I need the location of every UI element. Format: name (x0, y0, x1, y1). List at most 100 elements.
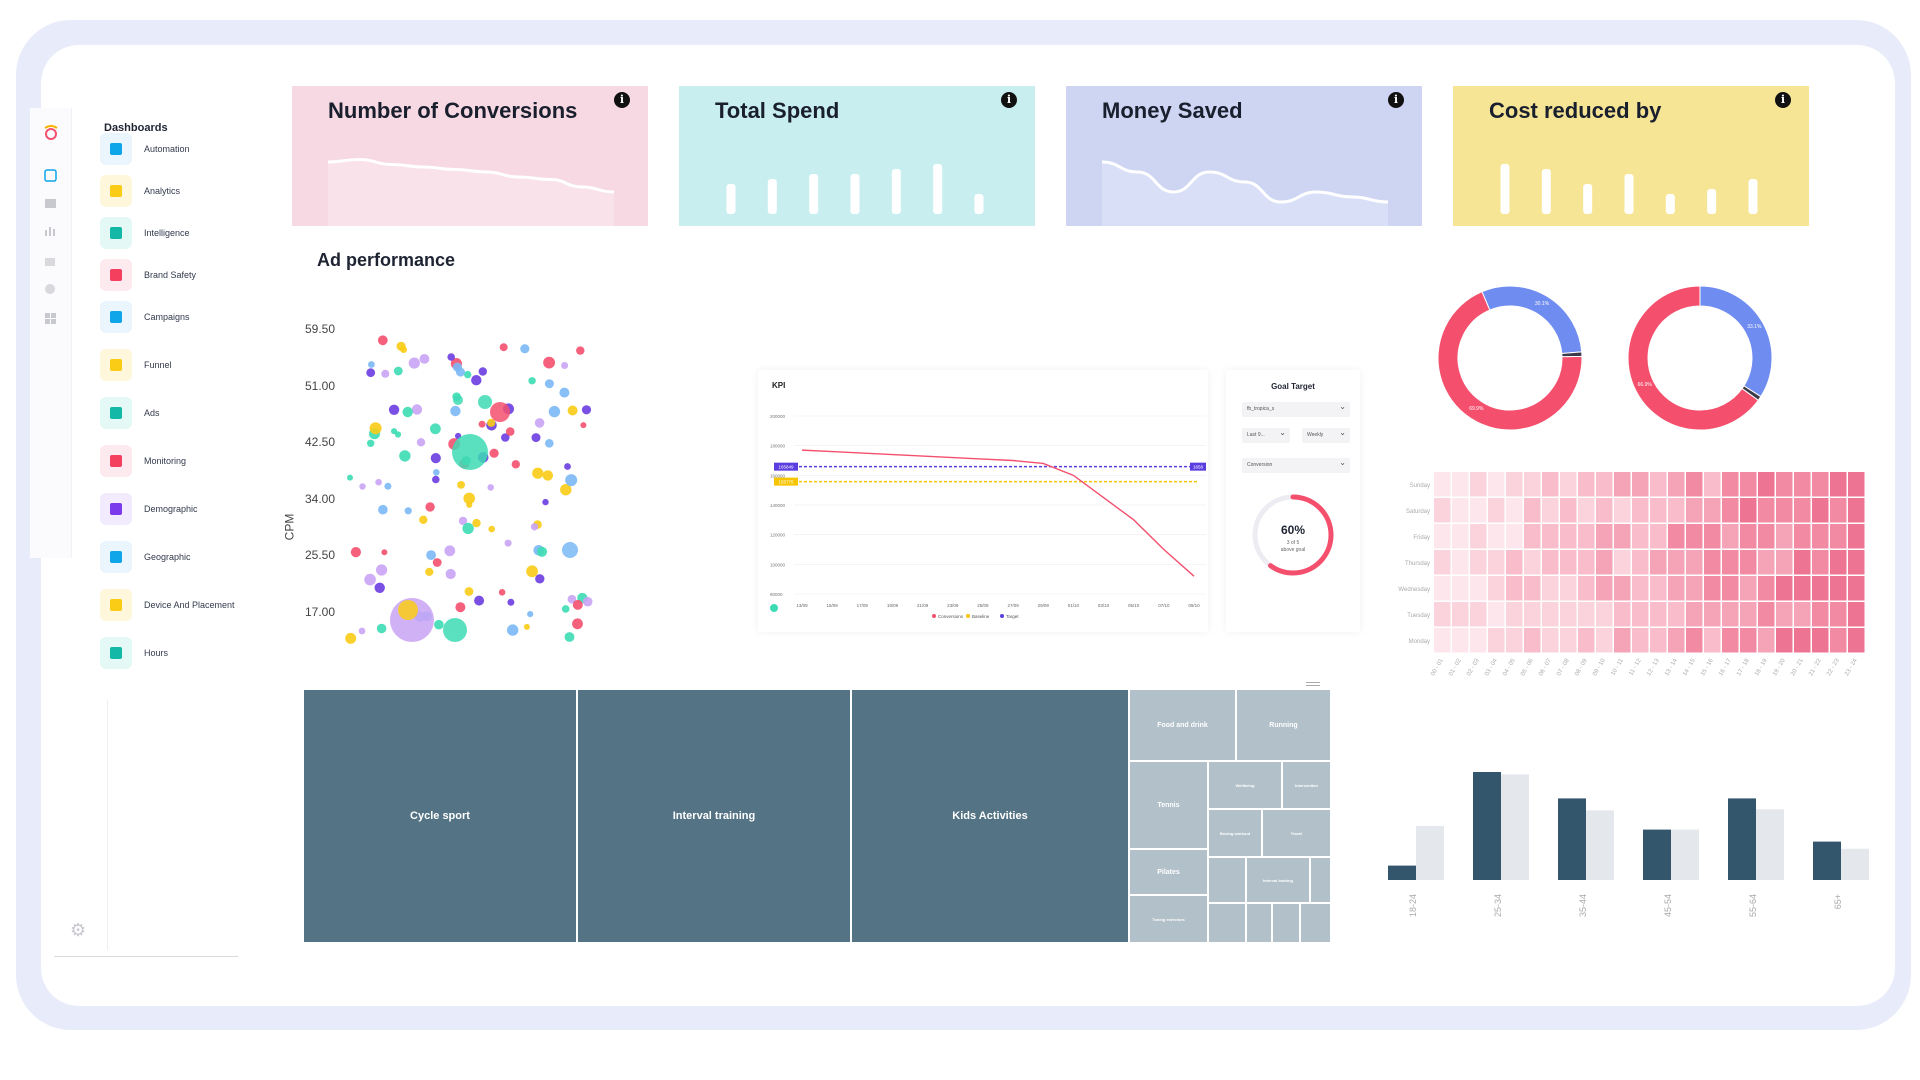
heatmap-cell[interactable] (1704, 524, 1721, 549)
kpi-card-2[interactable]: Total Spend i (679, 86, 1035, 226)
heatmap-cell[interactable] (1812, 472, 1829, 497)
heatmap-cell[interactable] (1488, 498, 1505, 523)
goal-period-select[interactable]: Last 9... (1242, 428, 1290, 443)
heatmap-cell[interactable] (1686, 524, 1703, 549)
heatmap-cell[interactable] (1434, 498, 1451, 523)
heatmap-cell[interactable] (1470, 472, 1487, 497)
scatter-point[interactable] (432, 558, 442, 567)
scatter-point[interactable] (536, 546, 548, 557)
scatter-point[interactable] (560, 484, 572, 496)
heatmap-cell[interactable] (1758, 576, 1775, 601)
heatmap-cell[interactable] (1452, 524, 1469, 549)
heatmap-cell[interactable] (1722, 602, 1739, 627)
scatter-bubble[interactable] (398, 600, 418, 620)
scatter-point[interactable] (532, 467, 544, 479)
heatmap-cell[interactable] (1722, 550, 1739, 575)
treemap-tile[interactable]: Intervention (1283, 762, 1330, 808)
scatter-point[interactable] (505, 427, 515, 436)
heatmap-cell[interactable] (1740, 576, 1757, 601)
heatmap-cell[interactable] (1578, 472, 1595, 497)
scatter-point[interactable] (507, 598, 515, 606)
heatmap-cell[interactable] (1704, 576, 1721, 601)
heatmap-cell[interactable] (1488, 472, 1505, 497)
heatmap-cell[interactable] (1488, 602, 1505, 627)
kpi-card-3[interactable]: Money Saved i (1066, 86, 1422, 226)
scatter-point[interactable] (408, 357, 420, 369)
scatter-point[interactable] (425, 567, 434, 576)
scatter-bubble[interactable] (562, 542, 578, 558)
sidebar-item-brand-safety[interactable]: Brand Safety (100, 258, 280, 292)
treemap-tile[interactable] (1301, 904, 1330, 942)
heatmap-cell[interactable] (1596, 472, 1613, 497)
scatter-point[interactable] (542, 470, 553, 481)
heatmap-cell[interactable] (1650, 550, 1667, 575)
scatter-point[interactable] (375, 478, 382, 486)
scatter-point[interactable] (425, 502, 435, 512)
scatter-point[interactable] (511, 460, 520, 469)
scatter-point[interactable] (368, 361, 375, 368)
heatmap-cell[interactable] (1596, 628, 1613, 653)
scatter-point[interactable] (472, 518, 481, 528)
heatmap-cell[interactable] (1542, 576, 1559, 601)
heatmap-cell[interactable] (1506, 472, 1523, 497)
heatmap-cell[interactable] (1434, 628, 1451, 653)
heatmap-cell[interactable] (1812, 576, 1829, 601)
heatmap-cell[interactable] (1614, 550, 1631, 575)
scatter-point[interactable] (543, 356, 555, 369)
heatmap-cell[interactable] (1488, 628, 1505, 653)
treemap-tile[interactable]: Pilates (1130, 850, 1207, 894)
scatter-point[interactable] (381, 369, 390, 378)
heatmap-cell[interactable] (1506, 628, 1523, 653)
treemap-tile[interactable] (1209, 904, 1245, 942)
scatter-point[interactable] (471, 375, 482, 386)
heatmap-cell[interactable] (1740, 628, 1757, 653)
scatter-point[interactable] (452, 362, 462, 372)
scatter-point[interactable] (381, 549, 388, 556)
heatmap-cell[interactable] (1488, 524, 1505, 549)
scatter-point[interactable] (520, 344, 530, 354)
heatmap-cell[interactable] (1830, 628, 1847, 653)
scatter-point[interactable] (474, 595, 485, 606)
heatmap-cell[interactable] (1470, 602, 1487, 627)
heatmap-cell[interactable] (1542, 628, 1559, 653)
heatmap-cell[interactable] (1596, 576, 1613, 601)
heatmap-cell[interactable] (1560, 550, 1577, 575)
heatmap-cell[interactable] (1848, 602, 1865, 627)
heatmap-cell[interactable] (1470, 576, 1487, 601)
treemap-menu-icon[interactable] (1306, 682, 1320, 686)
heatmap-cell[interactable] (1758, 498, 1775, 523)
info-icon[interactable]: i (1388, 92, 1404, 108)
scatter-point[interactable] (572, 599, 583, 610)
heatmap-cell[interactable] (1722, 472, 1739, 497)
scatter-point[interactable] (444, 545, 456, 557)
scatter-point[interactable] (464, 587, 474, 596)
scatter-point[interactable] (404, 507, 412, 515)
scatter-point[interactable] (542, 498, 549, 506)
scatter-point[interactable] (411, 404, 423, 415)
scatter-point[interactable] (528, 377, 536, 385)
goal-campaign-select[interactable]: fb_tropica_s (1242, 402, 1350, 417)
scatter-point[interactable] (559, 387, 570, 398)
heatmap-cell[interactable] (1758, 472, 1775, 497)
scatter-point[interactable] (367, 439, 375, 447)
scatter-point[interactable] (531, 433, 541, 443)
heatmap-cell[interactable] (1848, 472, 1865, 497)
heatmap-cell[interactable] (1578, 576, 1595, 601)
heatmap-cell[interactable] (1506, 524, 1523, 549)
heatmap-cell[interactable] (1632, 550, 1649, 575)
heatmap-cell[interactable] (1650, 472, 1667, 497)
heatmap-cell[interactable] (1848, 576, 1865, 601)
layout-nav-icon[interactable] (45, 199, 56, 208)
age-bar[interactable] (1813, 841, 1841, 880)
donut-slice[interactable] (1627, 285, 1759, 431)
heatmap-cell[interactable] (1578, 498, 1595, 523)
treemap-tile[interactable]: Interval training (578, 690, 850, 942)
heatmap-cell[interactable] (1470, 628, 1487, 653)
heatmap-cell[interactable] (1578, 602, 1595, 627)
heatmap-cell[interactable] (1830, 472, 1847, 497)
scatter-point[interactable] (487, 418, 496, 427)
treemap-tile[interactable]: Wellbeing (1209, 762, 1281, 808)
scatter-point[interactable] (487, 484, 494, 491)
heatmap-cell[interactable] (1830, 602, 1847, 627)
heatmap-cell[interactable] (1542, 550, 1559, 575)
